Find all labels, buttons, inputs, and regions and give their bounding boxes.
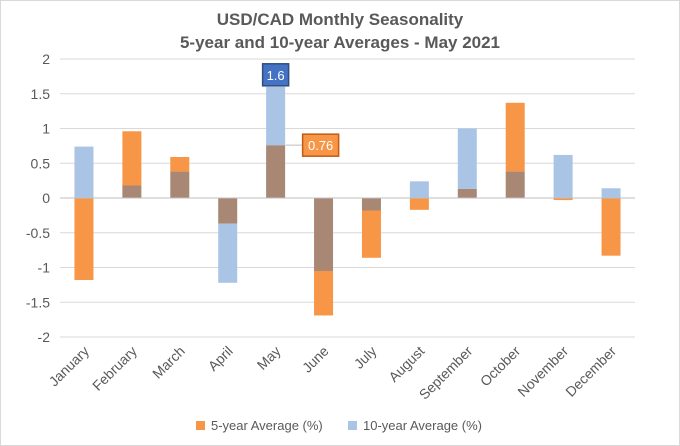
x-tick-label-june: June bbox=[299, 343, 332, 376]
x-tick-label-november: November bbox=[514, 343, 571, 400]
bar-5yr-june bbox=[314, 270, 334, 316]
legend-item-5yr: 5-year Average (%) bbox=[196, 418, 323, 433]
x-tick-label-may: May bbox=[254, 343, 284, 373]
bar-overlap-february bbox=[122, 185, 142, 198]
bar-10yr-may bbox=[266, 86, 286, 146]
legend-swatch-10yr bbox=[348, 421, 357, 430]
x-tick-label-april: April bbox=[205, 343, 236, 374]
y-tick-label-5: -0.5 bbox=[26, 225, 50, 241]
x-tick-label-october: October bbox=[477, 343, 524, 390]
y-tick-label-4: 0 bbox=[42, 190, 50, 206]
bar-overlap-october bbox=[505, 171, 525, 198]
bar-5yr-july bbox=[361, 210, 381, 258]
bar-5yr-january bbox=[74, 198, 94, 281]
y-tick-label-6: -1 bbox=[38, 260, 51, 276]
bar-5yr-march bbox=[170, 156, 190, 172]
bar-10yr-august bbox=[409, 181, 429, 198]
data-label-box-0 bbox=[261, 63, 290, 87]
legend-label-10yr: 10-year Average (%) bbox=[363, 418, 482, 433]
x-tick-label-july: July bbox=[351, 343, 380, 372]
y-tick-label-1: 1.5 bbox=[31, 86, 51, 102]
x-tick-label-december: December bbox=[562, 343, 619, 400]
legend-item-10yr: 10-year Average (%) bbox=[348, 418, 482, 433]
bar-overlap-march bbox=[170, 171, 190, 198]
chart-subtitle: 5-year and 10-year Averages - May 2021 bbox=[179, 33, 501, 52]
legend-swatch-5yr bbox=[196, 421, 205, 430]
bar-overlap-may bbox=[266, 145, 286, 198]
y-tick-label-0: 2 bbox=[42, 51, 50, 67]
bar-overlap-april bbox=[218, 198, 238, 224]
x-tick-label-january: January bbox=[46, 343, 93, 390]
bar-5yr-october bbox=[505, 102, 525, 172]
legend-label-5yr: 5-year Average (%) bbox=[211, 418, 323, 433]
data-label-0: 1.6 bbox=[267, 68, 285, 83]
x-tick-label-february: February bbox=[89, 343, 140, 394]
bar-10yr-december bbox=[601, 188, 621, 198]
y-tick-label-2: 1 bbox=[42, 121, 50, 137]
chart-title: USD/CAD Monthly Seasonality bbox=[216, 10, 464, 29]
bar-overlap-september bbox=[457, 188, 477, 198]
y-tick-label-8: -2 bbox=[38, 329, 51, 345]
bar-5yr-november bbox=[553, 198, 573, 201]
data-label-1: 0.76 bbox=[308, 138, 333, 153]
x-tick-label-august: August bbox=[385, 343, 427, 385]
y-tick-label-7: -1.5 bbox=[26, 294, 50, 310]
bar-5yr-august bbox=[409, 198, 429, 210]
bar-5yr-february bbox=[122, 131, 142, 186]
y-tick-label-3: 0.5 bbox=[31, 155, 51, 171]
bar-10yr-january bbox=[74, 146, 94, 198]
bar-overlap-july bbox=[361, 198, 381, 211]
bar-overlap-june bbox=[314, 198, 334, 271]
legend: 5-year Average (%) 10-year Average (%) bbox=[0, 418, 680, 438]
bar-5yr-december bbox=[601, 198, 621, 256]
bar-10yr-april bbox=[218, 223, 238, 283]
x-tick-label-march: March bbox=[149, 343, 188, 382]
bar-10yr-september bbox=[457, 128, 477, 189]
bar-10yr-november bbox=[553, 154, 573, 198]
data-label-box-1 bbox=[301, 133, 340, 157]
